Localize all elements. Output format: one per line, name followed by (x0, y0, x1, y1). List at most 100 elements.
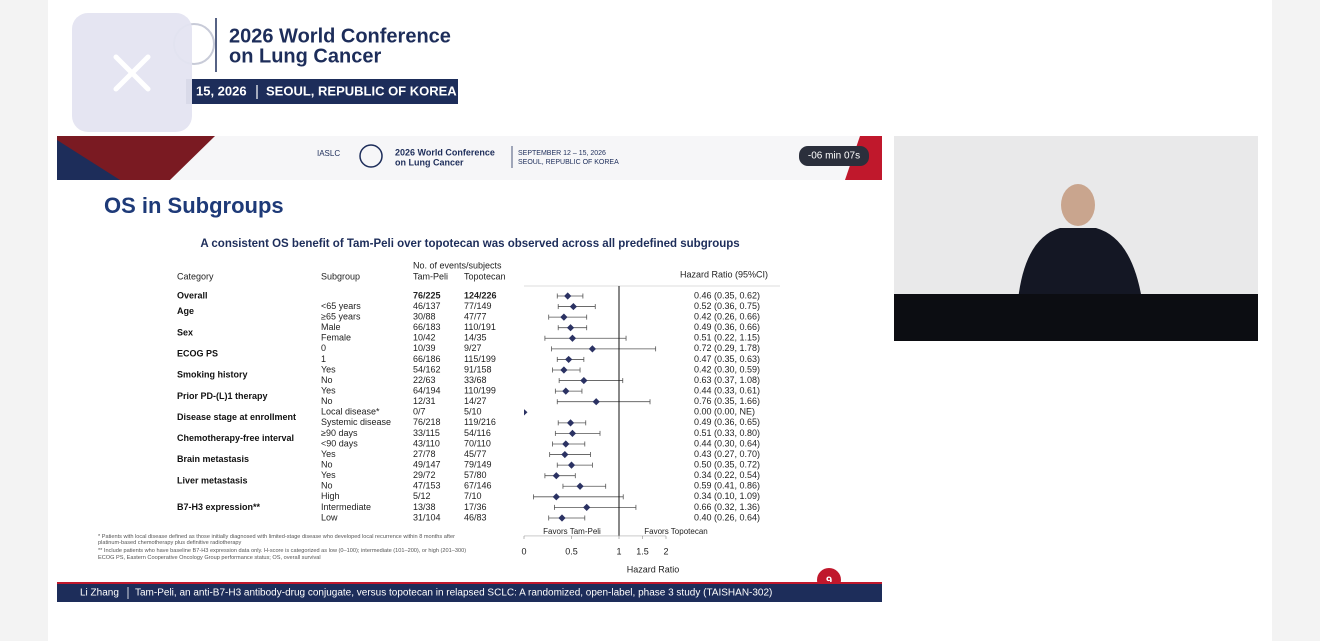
subgroup-label: ≥65 years (321, 312, 361, 322)
banner-dates: 15, 2026 (196, 83, 247, 98)
hr-label: 0.43 (0.27, 0.70) (694, 449, 760, 459)
events-arm1: 30/88 (413, 312, 436, 322)
hr-label: 0.52 (0.36, 0.75) (694, 301, 760, 311)
hr-label: 0.51 (0.33, 0.80) (694, 428, 760, 438)
close-icon[interactable] (113, 54, 151, 92)
events-arm1: 13/38 (413, 502, 436, 512)
events-arm2: 67/146 (464, 481, 492, 491)
hr-point (588, 345, 596, 353)
hr-point (580, 376, 588, 385)
conference: 2026 World Conference (395, 147, 495, 157)
column-header: Hazard Ratio (95%CI) (680, 269, 768, 279)
events-arm2: 33/68 (464, 375, 487, 385)
events-arm2: 45/77 (464, 449, 487, 459)
events-arm2: 14/27 (464, 396, 487, 406)
events-arm2: 57/80 (464, 470, 487, 480)
subgroup-label: Male (321, 322, 341, 332)
category-label: Prior PD-(L)1 therapy (177, 391, 268, 401)
events-arm2: 5/10 (464, 407, 482, 417)
footer-bar (57, 584, 882, 602)
events-arm2: 91/158 (464, 364, 492, 374)
hr-label: 0.72 (0.29, 1.78) (694, 343, 760, 353)
column-header: Category (177, 271, 214, 281)
favors-label: Favors Tam-Peli (543, 527, 601, 536)
hr-point (558, 514, 566, 522)
events-arm1: 5/12 (413, 491, 431, 501)
events-arm1: 47/153 (413, 481, 441, 491)
footnote: ** Include patients who have baseline B7… (98, 547, 467, 554)
hr-label: 0.42 (0.30, 0.59) (694, 364, 760, 374)
slide-bg (57, 136, 882, 602)
events-arm2: 54/116 (464, 428, 491, 438)
forest-plot: Category Subgroup No. of events/subjectsTa… (177, 260, 780, 574)
speaker-head (1061, 184, 1095, 226)
hr-label: 0.40 (0.26, 0.64) (694, 512, 760, 522)
footer-rule (57, 582, 882, 584)
column-header: Tam-Peli (413, 271, 448, 281)
hr-point (565, 355, 573, 364)
events-arm1: 76/218 (413, 417, 441, 427)
events-arm2: 110/199 (464, 386, 496, 396)
events-arm2: 77/149 (464, 301, 492, 311)
hr-label: 0.51 (0.22, 1.15) (694, 333, 760, 343)
events-arm2: 110/191 (464, 322, 496, 332)
subgroup-label: Local disease* (321, 407, 380, 417)
x-tick-label: 0.5 (565, 546, 578, 556)
close-button[interactable] (72, 13, 192, 132)
events-arm1: 66/186 (413, 354, 441, 364)
hr-point (564, 292, 572, 300)
events-arm1: 66/183 (413, 322, 441, 332)
banner: 2026 World Conference on Lung Cancer 15,… (173, 18, 458, 104)
category-label: Brain metastasis (177, 454, 249, 464)
hr-point (569, 302, 577, 311)
subgroup-label: No (321, 481, 333, 491)
slide: IASLC 2026 World Conference on Lung Canc… (57, 136, 882, 602)
footnote: ECOG PS, Eastern Cooperative Oncology Gr… (98, 555, 321, 562)
events-arm1: 27/78 (413, 449, 436, 459)
category-label: Disease stage at enrollment (177, 412, 296, 422)
category-label: Chemotherapy-free interval (177, 433, 294, 443)
hr-point (566, 324, 575, 332)
hr-point (568, 429, 577, 438)
banner-band (186, 79, 458, 104)
events-arm1: 0/7 (413, 407, 426, 417)
category-label: B7-H3 expression** (177, 502, 261, 512)
events-arm1: 49/147 (413, 459, 441, 469)
location: SEOUL, REPUBLIC OF KOREA (518, 159, 619, 166)
events-arm1: 10/39 (413, 343, 436, 353)
events-arm1: 64/194 (413, 386, 441, 396)
hr-label: 0.49 (0.36, 0.65) (694, 417, 760, 427)
events-arm2: 115/199 (464, 354, 496, 364)
footer-citation: Tam-Peli, an anti-B7-H3 antibody-drug co… (135, 588, 772, 599)
hr-label: 0.42 (0.26, 0.66) (694, 312, 760, 322)
subgroup-label: No (321, 459, 333, 469)
events-arm1: 29/72 (413, 470, 436, 480)
slide-subtitle: A consistent OS benefit of Tam-Peli over… (200, 238, 739, 250)
hr-label: 0.34 (0.10, 1.09) (694, 491, 760, 501)
events-arm1: 31/104 (413, 512, 441, 522)
hr-point (567, 461, 576, 469)
page-number: 9 (826, 575, 832, 587)
events-arm1: 22/63 (413, 375, 436, 385)
hr-label: 0.47 (0.35, 0.63) (694, 354, 760, 364)
hr-point (568, 334, 577, 342)
category-label: Smoking history (177, 370, 248, 380)
hr-point (562, 440, 570, 448)
x-tick-label: 1.5 (636, 546, 649, 556)
banner-location: SEOUL, REPUBLIC OF KOREA (266, 83, 457, 98)
column-header: No. of events/subjects (413, 260, 502, 270)
subgroup-label: <90 days (321, 438, 358, 448)
hr-point (562, 387, 570, 395)
category-label: Liver metastasis (177, 475, 248, 485)
subgroup-label: Yes (321, 364, 336, 374)
subgroup-label: ≥90 days (321, 428, 358, 438)
timer: -06 min 07s (808, 151, 860, 162)
hr-label: 0.59 (0.41, 0.86) (694, 481, 760, 491)
hr-label: 0.63 (0.37, 1.08) (694, 375, 760, 385)
subgroup-label: No (321, 396, 333, 406)
hr-label: 0.46 (0.35, 0.62) (694, 290, 760, 300)
footnotes: * Patients with local disease defined as… (98, 534, 467, 562)
events-arm2: 47/77 (464, 312, 487, 322)
hr-point (552, 472, 560, 480)
